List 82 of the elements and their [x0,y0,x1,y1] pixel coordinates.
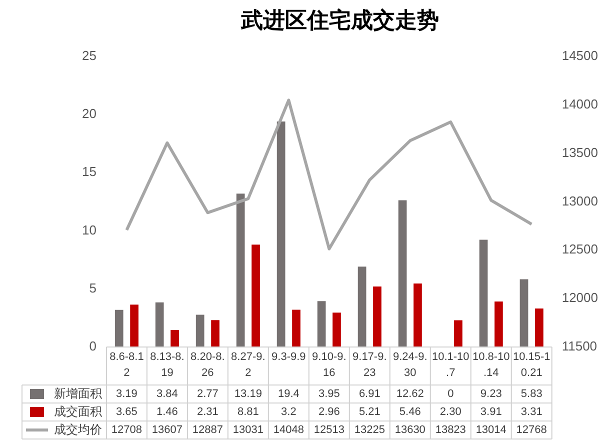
bar [276,121,286,347]
data-label: 5.83 [520,388,542,400]
bar [317,301,326,347]
bar [211,320,220,347]
data-label: 0 [448,388,454,400]
bar [398,200,407,347]
data-label: 13607 [152,424,182,436]
data-label: 9.23 [480,388,502,400]
x-tick-label: 9.10-9.16 [312,351,346,380]
y-tick-label: 25 [82,48,96,63]
legend-label: 成交均价 [54,422,102,436]
y-tick-label: 15 [82,164,96,180]
chart-title: 武进区住宅成交走势 [240,7,439,32]
x-tick-label: 9.24-9.30 [393,351,428,380]
data-label: 12887 [192,424,223,436]
legend-label: 新增面积 [54,386,102,400]
data-label: 3.19 [116,388,138,400]
bar [535,308,544,347]
data-label: 2.30 [440,406,462,418]
data-label: 19.4 [278,388,300,400]
bar [414,284,422,347]
bar [170,330,179,347]
bar [155,302,164,347]
data-label: 3.65 [116,406,138,418]
legend-label: 成交面积 [54,404,102,418]
data-label: 3.2 [281,406,296,418]
y2-tick-label: 11500 [562,338,598,354]
x-tick-label: 9.3-9.9 [272,351,306,364]
y2-tick-label: 12500 [562,242,598,257]
data-label: 5.46 [399,406,421,418]
data-label: 1.46 [156,406,178,418]
y-tick-label: 10 [82,222,96,238]
bar [479,240,488,347]
data-label: 2.31 [196,406,218,418]
bar [196,314,204,347]
x-tick-label: 10.8-10.14 [472,351,510,380]
data-label: 2.77 [196,388,218,400]
data-label: 3.84 [156,388,178,400]
y-tick-label: 20 [82,106,96,122]
x-tick-label: 9.17-9.23 [352,351,387,380]
x-tick-label: 10.1-10.7 [432,351,470,380]
x-tick-label: 10.15-10.21 [512,351,550,380]
data-label: 6.91 [358,388,380,400]
y2-tick-label: 14000 [562,96,598,112]
bar [358,266,366,347]
y2-tick-label: 14500 [562,48,598,63]
y2-tick-label: 13500 [562,144,598,160]
y2-tick-label: 12000 [562,290,598,306]
data-label: 13225 [354,424,385,436]
bar [114,310,124,347]
bar [332,312,341,347]
data-label: 12513 [314,424,344,436]
data-label: 14048 [273,424,304,436]
bar [373,286,382,347]
bar [252,244,260,347]
bar [236,194,245,347]
data-label: 3.31 [520,406,542,418]
data-label: 12708 [111,424,142,436]
y-tick-label: 5 [89,280,96,296]
data-label: 13.19 [234,388,262,400]
x-tick-label: 8.13-8.19 [150,351,184,380]
data-label: 13823 [435,424,466,436]
x-tick-label: 8.20-8.26 [190,351,225,380]
data-label: 8.81 [237,406,259,418]
data-label: 5.21 [358,406,380,418]
data-label: 13014 [476,424,506,436]
data-label: 12.62 [396,388,424,400]
x-tick-label: 8.27-9.2 [231,351,266,380]
bar [454,320,462,347]
data-label: 3.95 [318,388,340,400]
bar [520,279,528,347]
data-label: 13630 [394,424,426,436]
x-tick-label: 8.6-8.12 [110,351,144,380]
y2-tick-label: 13000 [562,193,598,208]
data-label: 2.96 [318,406,340,418]
bar [494,302,503,347]
bar [292,310,300,347]
y-tick-label: 0 [89,338,96,354]
data-label: 13031 [232,424,264,436]
data-label: 3.91 [480,406,502,418]
data-label: 12768 [516,424,547,436]
bar [130,304,138,347]
